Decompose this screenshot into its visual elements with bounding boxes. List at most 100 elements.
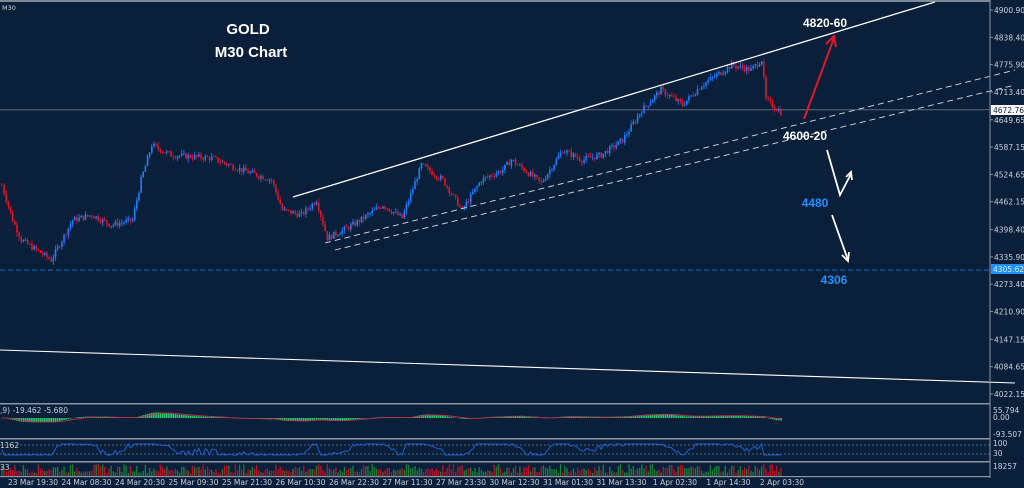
price-tick-label: 4838.40 — [994, 33, 1024, 42]
candle-body — [765, 76, 767, 99]
time-axis[interactable]: 23 Mar 19:30 24 Mar 08:30 24 Mar 20:30 25 M… — [8, 478, 804, 487]
candle-body — [664, 89, 667, 96]
candle-body — [499, 171, 502, 173]
candle-body — [131, 219, 134, 221]
candle-body — [728, 66, 731, 69]
candle-body — [638, 114, 641, 117]
candle-body — [482, 177, 485, 183]
price-tick-label: 4398.40 — [994, 226, 1024, 235]
candle-body — [752, 65, 754, 69]
candle-body — [683, 104, 686, 106]
candle-body — [581, 160, 583, 163]
time-tick-label: 26 Mar 22:30 — [329, 478, 379, 487]
candle-body — [394, 211, 397, 213]
candle-body — [253, 170, 256, 174]
candle-body — [636, 116, 639, 123]
candle-body — [200, 154, 202, 159]
candle-body — [414, 181, 416, 190]
candle-body — [127, 218, 130, 220]
candle-body — [579, 158, 581, 161]
candle-body — [722, 73, 724, 75]
volume-panel: 33 18257 — [0, 461, 1017, 478]
upper-trendline[interactable] — [292, 1, 936, 198]
candle-body — [26, 239, 29, 244]
candle-body — [754, 64, 757, 66]
candle-body — [459, 206, 461, 207]
candle-body — [576, 156, 579, 159]
candle-body — [371, 210, 374, 214]
candle-body — [531, 171, 534, 177]
price-tick-label: 4335.90 — [994, 253, 1024, 262]
candle-body — [730, 62, 733, 69]
candle-body — [583, 159, 585, 163]
candle-body — [733, 62, 735, 66]
candle-body — [84, 214, 87, 220]
candle-body — [193, 155, 196, 159]
price-tick-label: 4022.15 — [994, 390, 1024, 399]
candle-body — [448, 187, 451, 194]
candle-body — [262, 176, 264, 180]
candle-body — [424, 164, 427, 167]
candle-body — [412, 189, 414, 193]
candle-body — [570, 151, 573, 157]
candle-body — [283, 208, 286, 211]
candle-body — [313, 203, 316, 205]
candle-body — [454, 194, 457, 198]
candle-body — [151, 146, 153, 153]
candle-body — [1, 185, 3, 186]
candle-body — [322, 216, 324, 225]
macd-axis-max: 55.794 — [993, 406, 1019, 415]
candle-body — [189, 154, 192, 158]
candle-body — [240, 168, 243, 172]
candle-body — [422, 163, 425, 165]
candle-body — [384, 206, 386, 209]
candle-body — [623, 135, 626, 143]
candle-body — [37, 249, 40, 251]
macd-panel: ,9) -19.462 -5.680 55.794 0.00 -93.507 — [0, 403, 1022, 439]
candle-body — [369, 213, 371, 214]
candle-body — [9, 206, 12, 213]
macd-axis-zero: 0.00 — [993, 413, 1010, 422]
candle-body — [382, 206, 384, 209]
candle-body — [711, 77, 714, 78]
candle-body — [619, 138, 622, 142]
candle-body — [281, 204, 284, 211]
candle-body — [773, 107, 776, 110]
candle-body — [643, 105, 645, 114]
time-tick-label: 25 Mar 09:30 — [168, 478, 218, 487]
candle-body — [405, 204, 408, 212]
lower-trendline[interactable] — [0, 349, 1016, 384]
channel-dashed-line-1[interactable] — [324, 69, 1016, 244]
candle-body — [125, 219, 127, 223]
candle-body — [352, 222, 354, 225]
candle-body — [585, 156, 588, 160]
candle-body — [713, 76, 716, 78]
candle-body — [377, 207, 380, 209]
candle-body — [153, 143, 155, 147]
candle-body — [450, 193, 453, 195]
candle-body — [392, 212, 395, 214]
white-bounce-arrow — [826, 149, 853, 198]
candle-body — [148, 152, 151, 157]
candle-body — [700, 87, 703, 90]
candle-body — [724, 71, 727, 74]
candle-body — [478, 182, 481, 187]
candle-body — [763, 61, 765, 77]
timeframe-label: M30 — [2, 4, 16, 12]
candle-body — [778, 109, 780, 112]
candle-body — [756, 64, 759, 67]
price-tick-label: 4273.40 — [994, 280, 1024, 289]
candle-body — [435, 176, 438, 179]
price-tick-label: 4524.65 — [994, 170, 1024, 179]
price-axis[interactable]: 4900.90 4838.40 4775.90 4713.40 4649.65 4587.… — [990, 6, 1024, 399]
price-tick-label: 4775.90 — [994, 61, 1024, 70]
candle-body — [347, 227, 350, 230]
candle-body — [553, 164, 555, 170]
candle-body — [33, 246, 35, 250]
candle-body — [720, 72, 722, 75]
channel-dashed-line-2[interactable] — [334, 84, 1016, 251]
candle-body — [121, 222, 123, 224]
candle-body — [255, 173, 258, 177]
candle-body — [277, 192, 279, 200]
time-tick-label: 25 Mar 21:30 — [222, 478, 272, 487]
